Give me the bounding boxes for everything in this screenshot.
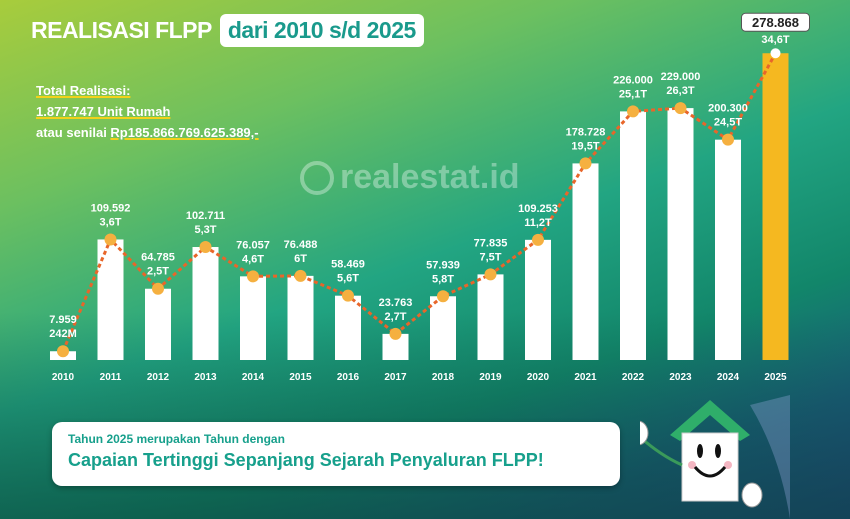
value-label: 11,2T bbox=[524, 217, 552, 229]
trend-point bbox=[532, 233, 544, 246]
value-label: 6T bbox=[294, 253, 307, 265]
chart: 2010 2011 2012 2013 2014 2015 2016 2017 2018 2019… bbox=[49, 12, 810, 383]
unit-label: 226.000 bbox=[613, 74, 653, 86]
trend-point bbox=[104, 233, 117, 246]
callout-line2: Capaian Tertinggi Sepanjang Sejarah Peny… bbox=[68, 450, 544, 470]
trend-point bbox=[152, 282, 164, 295]
unit-label: 76.057 bbox=[236, 239, 270, 251]
watermark-logo-icon bbox=[300, 160, 334, 195]
value-label: 3,6T bbox=[99, 216, 121, 228]
x-tick-label: 2024 bbox=[717, 372, 740, 383]
value-label: 2,5T bbox=[147, 266, 169, 278]
unit-label: 229.000 bbox=[661, 71, 701, 83]
bar-2025 bbox=[762, 53, 789, 360]
summary-prefix: atau senilai bbox=[36, 125, 111, 140]
bar-2020 bbox=[525, 239, 551, 360]
x-tick-label: 2018 bbox=[432, 372, 455, 383]
highlight-label-box bbox=[741, 12, 810, 32]
bar-2019 bbox=[477, 274, 504, 360]
callout: Tahun 2025 merupakan Tahun dengan Capaia… bbox=[52, 422, 620, 486]
value-label: 242M bbox=[49, 328, 77, 340]
x-tick-label: 2022 bbox=[622, 372, 645, 383]
summary: Total Realisasi: 1.877.747 Unit Rumah at… bbox=[36, 80, 259, 143]
watermark: realestat.id bbox=[300, 158, 520, 197]
summary-value: Rp185.866.769.625.389,- bbox=[110, 125, 259, 140]
bar-2014 bbox=[240, 276, 266, 360]
value-label: 4,6T bbox=[242, 253, 264, 265]
unit-label: 109.592 bbox=[91, 202, 131, 214]
unit-label: 200.300 bbox=[708, 103, 748, 115]
unit-label: 7.959 bbox=[49, 314, 77, 326]
bar-2024 bbox=[715, 139, 741, 360]
unit-label: 109.253 bbox=[518, 203, 558, 215]
value-label: 19,5T bbox=[571, 140, 599, 152]
unit-label: 57.939 bbox=[426, 259, 460, 271]
unit-label: 58.469 bbox=[331, 259, 365, 271]
x-tick-label: 2020 bbox=[527, 372, 550, 383]
trend-point bbox=[484, 268, 497, 281]
bar-2018 bbox=[430, 296, 456, 360]
trend-point bbox=[199, 241, 212, 254]
trend-point bbox=[294, 269, 307, 282]
title-main: REALISASI FLPP bbox=[31, 17, 212, 43]
page-title: REALISASI FLPP dari 2010 s/d 2025 bbox=[31, 14, 424, 47]
x-tick-label: 2025 bbox=[764, 372, 787, 383]
bar-2012 bbox=[145, 288, 171, 360]
trend-point bbox=[342, 289, 354, 302]
value-label: 24,5T bbox=[714, 117, 742, 129]
unit-label: 77.835 bbox=[474, 237, 508, 249]
house-mascot-icon bbox=[640, 395, 790, 519]
bar-2016 bbox=[335, 295, 361, 360]
title-highlight: dari 2010 s/d 2025 bbox=[219, 14, 424, 47]
x-tick-label: 2013 bbox=[194, 372, 217, 383]
x-tick-label: 2017 bbox=[384, 372, 407, 383]
value-label: 25,1T bbox=[619, 88, 647, 100]
value-label: 34,6T bbox=[761, 34, 789, 46]
value-label: 5,6T bbox=[337, 273, 359, 285]
callout-line1: Tahun 2025 merupakan Tahun dengan bbox=[68, 432, 285, 446]
trend-point bbox=[579, 157, 592, 170]
value-label: 7,5T bbox=[479, 251, 501, 263]
trend-point bbox=[389, 327, 402, 340]
watermark-text: realestat.id bbox=[340, 158, 520, 196]
value-label: 5,3T bbox=[194, 224, 216, 236]
x-tick-label: 2019 bbox=[479, 372, 502, 383]
trend-point bbox=[247, 270, 259, 283]
summary-label: Total Realisasi: bbox=[36, 83, 131, 98]
x-tick-label: 2012 bbox=[147, 372, 170, 383]
x-tick-label: 2023 bbox=[669, 372, 692, 383]
x-tick-label: 2021 bbox=[574, 372, 597, 383]
bar-2021 bbox=[572, 163, 599, 360]
trend-line bbox=[61, 52, 777, 352]
trend-point bbox=[627, 105, 639, 118]
x-tick-label: 2011 bbox=[100, 372, 122, 383]
trend-point bbox=[437, 290, 449, 303]
unit-label: 178.728 bbox=[566, 126, 606, 138]
bar-2023 bbox=[667, 108, 694, 360]
value-label: 26,3T bbox=[666, 85, 694, 97]
x-tick-label: 2015 bbox=[289, 372, 312, 383]
trend-point bbox=[722, 133, 734, 146]
value-label: 5,8T bbox=[432, 273, 454, 285]
x-tick-label: 2010 bbox=[52, 372, 75, 383]
trend-point bbox=[770, 48, 781, 59]
summary-units: 1.877.747 Unit Rumah bbox=[36, 104, 171, 119]
bar-2015 bbox=[287, 275, 314, 360]
trend-point bbox=[57, 345, 69, 358]
x-tick-label: 2016 bbox=[337, 372, 360, 383]
bar-2022 bbox=[620, 111, 646, 361]
unit-label: 76.488 bbox=[284, 239, 318, 251]
unit-label: 64.785 bbox=[141, 252, 175, 264]
trend-point bbox=[674, 102, 687, 115]
unit-label: 23.763 bbox=[379, 297, 413, 309]
unit-label: 278.868 bbox=[752, 15, 799, 30]
x-tick-label: 2014 bbox=[242, 372, 265, 383]
bar-2013 bbox=[192, 247, 219, 360]
value-label: 2,7T bbox=[384, 311, 406, 323]
unit-label: 102.711 bbox=[186, 210, 225, 222]
